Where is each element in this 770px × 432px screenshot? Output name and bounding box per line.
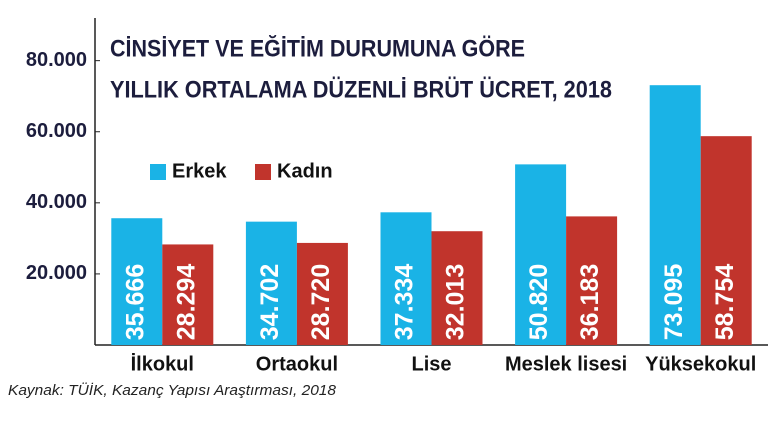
legend-swatch — [255, 164, 271, 180]
bar — [700, 136, 752, 345]
value-label: 73.095 — [660, 264, 688, 341]
legend-label: Erkek — [172, 160, 227, 182]
bar — [380, 212, 432, 345]
y-tick-label: 40.000 — [26, 191, 87, 213]
bar — [162, 244, 214, 345]
chart-title: CİNSİYET VE EĞİTİM DURUMUNA GÖRE — [110, 34, 525, 62]
value-label: 32.013 — [442, 264, 470, 340]
value-label: 36.183 — [576, 264, 604, 340]
value-label: 50.820 — [525, 264, 553, 340]
value-label: 37.334 — [391, 264, 419, 341]
value-label: 28.720 — [307, 264, 335, 340]
bar — [515, 164, 567, 345]
value-label: 28.294 — [172, 264, 200, 341]
chart-title: YILLIK ORTALAMA DÜZENLİ BRÜT ÜCRET, 2018 — [110, 76, 612, 103]
bar — [245, 221, 297, 345]
source-note: Kaynak: TÜİK, Kazanç Yapısı Araştırması,… — [8, 381, 337, 399]
bar — [566, 216, 618, 345]
x-tick-label: Ortaokul — [256, 353, 338, 375]
legend-label: Kadın — [277, 160, 333, 182]
bar — [296, 242, 348, 345]
x-tick-label: Yüksekokul — [645, 353, 756, 375]
bar — [111, 218, 163, 345]
value-label: 58.754 — [711, 264, 739, 341]
legend-swatch — [150, 164, 166, 180]
x-tick-label: Meslek lisesi — [505, 353, 627, 375]
value-label: 35.666 — [121, 264, 149, 340]
value-label: 34.702 — [256, 264, 284, 340]
bar — [649, 85, 701, 345]
x-tick-label: Lise — [411, 353, 451, 375]
x-tick-label: İlkokul — [131, 352, 194, 375]
y-tick-label: 60.000 — [26, 120, 87, 142]
bar — [431, 231, 483, 345]
y-tick-label: 20.000 — [26, 262, 87, 284]
y-tick-label: 80.000 — [26, 49, 87, 71]
